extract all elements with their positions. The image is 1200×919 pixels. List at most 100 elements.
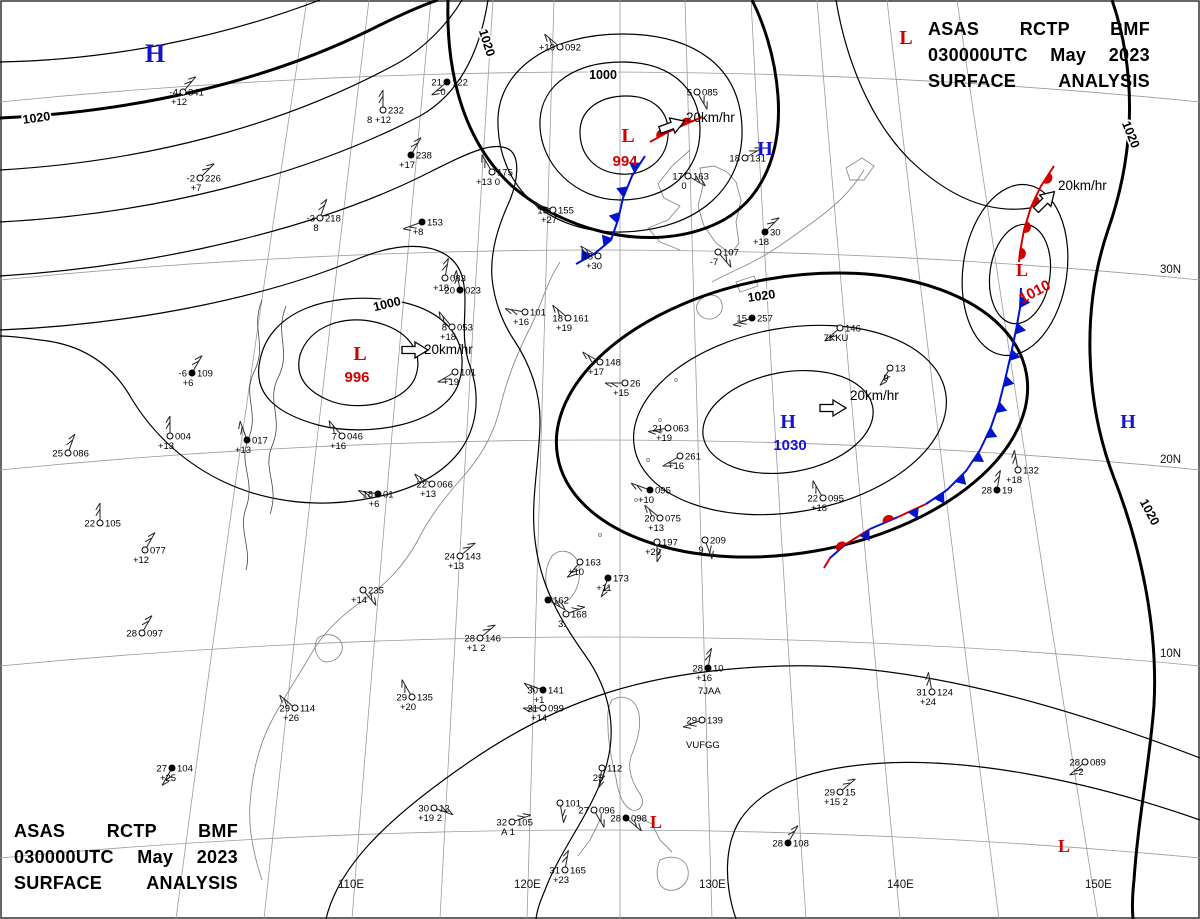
station-circle xyxy=(418,218,426,226)
wind-barb xyxy=(279,694,294,707)
station-dewpoint: +17 xyxy=(588,367,604,378)
station-pressure: 075 xyxy=(665,514,681,525)
station-circle xyxy=(564,314,572,322)
station-pressure: 163 xyxy=(693,172,709,183)
wind-barb xyxy=(143,615,153,631)
station-pressure: 209 xyxy=(710,536,726,547)
wind-barb-tick xyxy=(438,311,441,320)
latitude-label: 10N xyxy=(1160,648,1181,660)
wind-barb-tick xyxy=(738,322,747,325)
station-plot: 21 099+14 xyxy=(522,704,564,724)
isobar-value-label: 1020 xyxy=(1137,497,1162,528)
graticule-path xyxy=(816,0,901,919)
station-circle xyxy=(748,314,756,322)
cold-front-marker xyxy=(601,234,613,247)
station-circle xyxy=(508,818,516,826)
station-circle xyxy=(379,106,387,114)
wind-barb xyxy=(648,428,666,432)
movement-speed-label: 20km/hr xyxy=(686,110,735,125)
station-temp: 17 xyxy=(672,172,683,183)
station-pressure: 232 xyxy=(388,106,404,117)
station-dewpoint: +14 xyxy=(351,595,367,606)
station-plot: -3 218 8 xyxy=(307,198,341,234)
station-plot: 7 046+16 xyxy=(328,420,363,452)
cold-front-marker xyxy=(1003,375,1015,388)
station-circle xyxy=(456,286,464,294)
wind-barb xyxy=(68,434,76,451)
wind-barb xyxy=(431,83,446,96)
warm-front-marker xyxy=(1043,172,1053,184)
station-pressure: 168 xyxy=(571,610,587,621)
station-dewpoint: -7 xyxy=(710,257,718,268)
station-plot: 197+29 xyxy=(645,538,678,563)
wind-barb-tick xyxy=(582,351,587,360)
station-dewpoint: +17 xyxy=(399,160,415,171)
wind-barb xyxy=(841,778,856,791)
wind-barb-tick xyxy=(95,502,101,511)
station-pressure: 004 xyxy=(175,432,191,443)
station-circle xyxy=(604,574,612,582)
isobar-value-label: 1000 xyxy=(589,68,617,82)
wind-barb-tick xyxy=(454,276,459,284)
station-temp: 29 xyxy=(686,716,697,727)
station-circle xyxy=(188,369,196,377)
wind-barb-tick xyxy=(842,782,851,785)
isobars-path xyxy=(446,0,780,240)
wind-barb-tick xyxy=(654,429,662,434)
isobars-path xyxy=(497,33,743,233)
isobars-path xyxy=(835,0,1031,210)
station-id-label: 7JAA xyxy=(698,686,721,697)
station-circle xyxy=(168,764,176,772)
wind-barb-tick xyxy=(528,707,537,713)
station-pressure: 162 xyxy=(553,596,569,607)
station-plot: 24 143+13 xyxy=(444,542,481,572)
wind-barb xyxy=(184,76,197,91)
wind-barb-tick xyxy=(410,142,419,148)
station-pressure: 095 xyxy=(655,486,671,497)
title-line-2: 030000UTC May 2023 xyxy=(14,847,238,867)
longitude-label: 110E xyxy=(338,879,364,891)
station-circle xyxy=(539,686,547,694)
station-pressure: 165 xyxy=(570,866,586,877)
station-temp: 27 xyxy=(156,764,167,775)
wind-barb-tick xyxy=(994,469,1001,477)
wind-barb xyxy=(550,601,566,611)
station-dewpoint: 9 xyxy=(883,373,888,384)
geo-labels-layer: 30N 20N 10N 110E 120E 130E 140E 150E xyxy=(338,264,1181,891)
wind-barb xyxy=(600,580,608,597)
station-circle xyxy=(622,814,630,822)
wind-barb xyxy=(456,270,460,288)
station-circle xyxy=(1081,758,1089,766)
station-plot: 5 085 xyxy=(687,88,718,110)
wind-barb-tick xyxy=(1074,769,1083,772)
station-pressure: 132 xyxy=(1023,466,1039,477)
station-plot: 173+11 xyxy=(596,574,629,598)
movement-speed-label: 20km/hr xyxy=(850,388,899,403)
station-pressure: 155 xyxy=(558,206,574,217)
station-dewpoint: +29 xyxy=(645,547,661,558)
station-pressure: 092 xyxy=(565,43,581,54)
station-pressure: 163 xyxy=(585,558,601,569)
station-dewpoint: +16 xyxy=(696,673,712,684)
station-plot: 162 xyxy=(544,596,569,611)
wind-barb xyxy=(683,720,700,728)
wind-barb xyxy=(747,147,763,157)
station-id-label: VUFGG xyxy=(686,740,720,751)
station-dewpoint: 9 xyxy=(698,545,703,556)
wind-barb-tick xyxy=(206,163,215,167)
wind-barb-tick xyxy=(630,482,637,490)
wind-barb-tick xyxy=(683,726,692,729)
coastlines-path xyxy=(635,815,673,853)
wind-barb-tick xyxy=(510,309,518,316)
station-pressure: 063 xyxy=(673,424,689,435)
station-plot: 22 095+18 xyxy=(807,480,844,514)
station-circle xyxy=(761,228,769,236)
wind-barb-tick xyxy=(571,607,580,610)
station-temp: 30 xyxy=(527,686,538,697)
coastlines-path xyxy=(545,550,580,603)
station-circle xyxy=(374,490,382,498)
isobar-value-label: 1020 xyxy=(476,27,498,58)
